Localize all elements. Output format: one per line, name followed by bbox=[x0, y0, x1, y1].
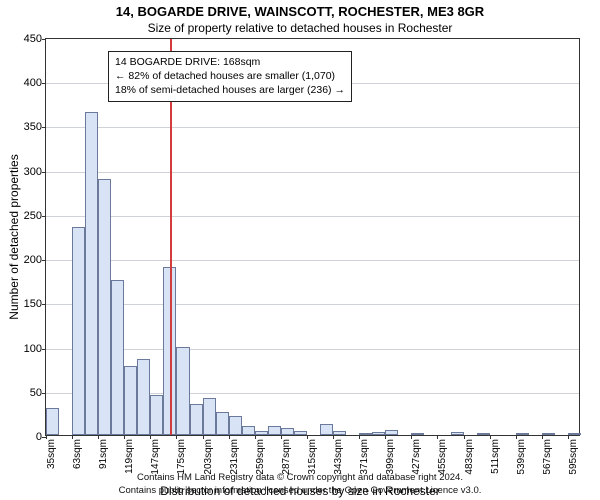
histogram-bar bbox=[542, 433, 555, 435]
info-line-1: 14 BOGARDE DRIVE: 168sqm bbox=[115, 55, 345, 69]
x-tick-label: 203sqm bbox=[203, 439, 214, 475]
x-tick-label: 91sqm bbox=[98, 439, 109, 469]
histogram-bar bbox=[111, 280, 124, 435]
histogram-bar bbox=[359, 433, 372, 435]
histogram-bar bbox=[451, 432, 464, 435]
histogram-bar bbox=[294, 431, 307, 435]
x-tick-label: 35sqm bbox=[46, 439, 57, 469]
y-tick-label: 0 bbox=[36, 431, 42, 443]
y-tick-label: 200 bbox=[24, 254, 42, 266]
y-tick-mark bbox=[42, 260, 46, 261]
y-tick-label: 250 bbox=[24, 210, 42, 222]
y-tick-label: 350 bbox=[24, 121, 42, 133]
info-line-3: 18% of semi-detached houses are larger (… bbox=[115, 83, 345, 97]
histogram-bar bbox=[333, 431, 346, 435]
x-tick-label: 175sqm bbox=[176, 439, 187, 475]
y-tick-mark bbox=[42, 349, 46, 350]
histogram-bar bbox=[268, 426, 281, 435]
x-tick-label: 147sqm bbox=[150, 439, 161, 475]
x-tick-label: 483sqm bbox=[464, 439, 475, 475]
x-tick-label: 343sqm bbox=[333, 439, 344, 475]
histogram-bar bbox=[281, 428, 294, 435]
y-tick-mark bbox=[42, 39, 46, 40]
histogram-bar bbox=[124, 366, 137, 435]
footer-line-2: Contains public sector information licen… bbox=[0, 485, 600, 497]
grid-line bbox=[46, 127, 579, 128]
histogram-bar bbox=[477, 433, 490, 435]
histogram-chart: 05010015020025030035040045035sqm63sqm91s… bbox=[45, 38, 580, 436]
x-tick-label: 259sqm bbox=[255, 439, 266, 475]
x-tick-label: 287sqm bbox=[281, 439, 292, 475]
x-tick-label: 231sqm bbox=[229, 439, 240, 475]
histogram-bar bbox=[176, 347, 189, 435]
chart-info-box: 14 BOGARDE DRIVE: 168sqm ← 82% of detach… bbox=[108, 51, 352, 102]
footer-line-1: Contains HM Land Registry data © Crown c… bbox=[0, 472, 600, 484]
x-tick-label: 455sqm bbox=[437, 439, 448, 475]
x-tick-label: 119sqm bbox=[124, 439, 135, 474]
histogram-bar bbox=[150, 395, 163, 435]
histogram-bar bbox=[385, 430, 398, 435]
y-axis-label: Number of detached properties bbox=[7, 154, 21, 319]
y-tick-mark bbox=[42, 393, 46, 394]
y-tick-label: 300 bbox=[24, 166, 42, 178]
y-tick-mark bbox=[42, 127, 46, 128]
x-tick-label: 511sqm bbox=[490, 439, 501, 474]
histogram-bar bbox=[372, 432, 385, 435]
histogram-bar bbox=[255, 431, 268, 435]
histogram-bar bbox=[72, 227, 85, 435]
x-tick-label: 63sqm bbox=[72, 439, 83, 469]
grid-line bbox=[46, 216, 579, 217]
x-tick-label: 371sqm bbox=[359, 439, 370, 475]
histogram-bar bbox=[320, 424, 333, 435]
x-tick-label: 595sqm bbox=[568, 439, 579, 475]
histogram-bar bbox=[216, 412, 229, 435]
x-tick-label: 315sqm bbox=[307, 439, 318, 475]
x-tick-label: 567sqm bbox=[542, 439, 553, 475]
y-tick-mark bbox=[42, 83, 46, 84]
page-subtitle: Size of property relative to detached ho… bbox=[0, 19, 600, 35]
y-tick-label: 400 bbox=[24, 77, 42, 89]
histogram-bar bbox=[411, 433, 424, 435]
y-tick-label: 150 bbox=[24, 298, 42, 310]
page-title: 14, BOGARDE DRIVE, WAINSCOTT, ROCHESTER,… bbox=[0, 0, 600, 19]
y-tick-mark bbox=[42, 216, 46, 217]
histogram-bar bbox=[190, 404, 203, 435]
histogram-bar bbox=[516, 433, 529, 435]
histogram-bar bbox=[242, 426, 255, 435]
x-tick-label: 399sqm bbox=[385, 439, 396, 475]
y-tick-label: 450 bbox=[24, 33, 42, 45]
y-tick-label: 50 bbox=[30, 387, 42, 399]
histogram-bar bbox=[85, 112, 98, 435]
histogram-bar bbox=[568, 433, 581, 435]
info-line-2: ← 82% of detached houses are smaller (1,… bbox=[115, 69, 345, 83]
y-tick-mark bbox=[42, 172, 46, 173]
histogram-bar bbox=[98, 179, 111, 435]
x-tick-label: 427sqm bbox=[411, 439, 422, 475]
y-tick-label: 100 bbox=[24, 343, 42, 355]
grid-line bbox=[46, 349, 579, 350]
histogram-bar bbox=[229, 416, 242, 435]
histogram-bar bbox=[137, 359, 150, 435]
y-tick-mark bbox=[42, 304, 46, 305]
grid-line bbox=[46, 260, 579, 261]
footer-attribution: Contains HM Land Registry data © Crown c… bbox=[0, 472, 600, 497]
grid-line bbox=[46, 304, 579, 305]
grid-line bbox=[46, 172, 579, 173]
histogram-bar bbox=[46, 408, 59, 435]
x-tick-label: 539sqm bbox=[516, 439, 527, 475]
histogram-bar bbox=[203, 398, 216, 435]
